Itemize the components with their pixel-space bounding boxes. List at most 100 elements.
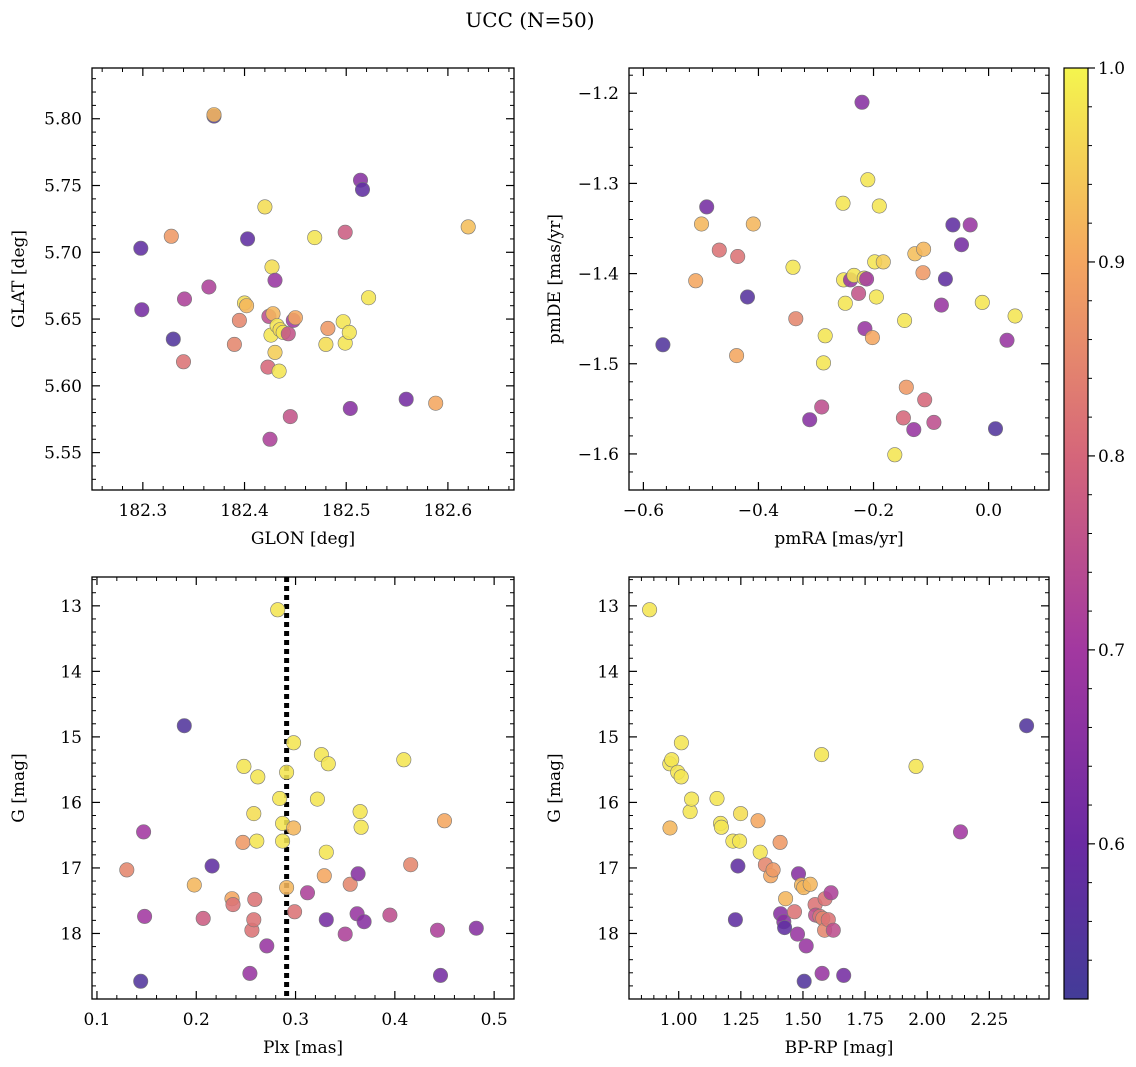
data-point [851, 285, 867, 301]
data-point [915, 265, 931, 281]
data-point [786, 904, 802, 920]
y-tick-label: 5.55 [44, 444, 82, 464]
data-point [342, 876, 358, 892]
data-point [952, 824, 968, 840]
data-point [206, 107, 222, 123]
colorbar: 0.6 0.7 0.8 0.9 1.0 [1063, 59, 1125, 1000]
data-point [1019, 718, 1035, 734]
data-point [732, 833, 748, 849]
y-tick-label: 13 [597, 597, 619, 617]
y-tick-label: −1.4 [578, 265, 619, 285]
data-point [226, 336, 242, 352]
data-point [868, 289, 884, 305]
data-point [817, 328, 833, 344]
data-point [785, 259, 801, 275]
data-point [765, 862, 781, 878]
data-point [246, 806, 262, 822]
colorbar-tick-label: 0.7 [1098, 641, 1125, 661]
data-point [280, 326, 296, 342]
x-tick-label: −0.6 [623, 501, 664, 521]
data-point [286, 820, 302, 836]
data-point [917, 392, 933, 408]
y-axis-label: G [mag] [545, 753, 565, 822]
data-point [195, 910, 211, 926]
data-point [778, 891, 794, 907]
data-point [201, 279, 217, 295]
plot-frame [91, 67, 515, 491]
panel-glon-glat: 182.3 182.4 182.5 182.6 5.55 5.60 5.65 5.70 5.75… [9, 67, 515, 549]
data-point [307, 230, 323, 246]
x-tick-label: 0.1 [83, 1010, 110, 1030]
data-point [137, 908, 153, 924]
data-point [382, 907, 398, 923]
data-point [309, 791, 325, 807]
x-tick-label: 182.6 [424, 501, 473, 521]
data-point [468, 920, 484, 936]
data-point [246, 912, 262, 928]
data-point [320, 756, 336, 772]
data-point [272, 790, 288, 806]
data-point [249, 833, 265, 849]
y-axis-label: GLAT [deg] [9, 230, 29, 328]
data-point [398, 391, 414, 407]
data-point [257, 199, 273, 215]
x-tick-label: 0.2 [183, 1010, 210, 1030]
data-point [796, 973, 812, 989]
data-point [316, 868, 332, 884]
data-point [709, 790, 725, 806]
y-tick-label: 5.60 [44, 377, 82, 397]
y-tick-label: −1.2 [578, 84, 619, 104]
y-tick-label: 5.80 [44, 110, 82, 130]
data-point [341, 324, 357, 340]
plot-frame [628, 576, 1050, 1000]
y-tick-label: 14 [60, 662, 82, 682]
data-point [165, 331, 181, 347]
y-tick-label: 5.65 [44, 310, 82, 330]
data-point [176, 718, 192, 734]
data-point [825, 922, 841, 938]
panel-pmra-pmde: −0.6 −0.4 −0.2 0.0 −1.6 −1.5 −1.4 −1.3 −1.2 pmRA … [545, 67, 1050, 549]
data-point [240, 231, 256, 247]
data-point [772, 834, 788, 850]
data-point [460, 219, 476, 235]
y-tick-label: 17 [597, 859, 619, 879]
data-point [699, 199, 715, 215]
data-point [342, 400, 358, 416]
data-point [693, 216, 709, 232]
y-tick-label: 16 [597, 793, 619, 813]
data-point [287, 904, 303, 920]
panel-bprp-g: 1.00 1.25 1.50 1.75 2.00 2.25 13 14 15 16 17 18 BP-R… [545, 576, 1050, 1058]
data-point [664, 752, 680, 768]
y-tick-label: 18 [60, 924, 82, 944]
data-point [823, 885, 839, 901]
data-point [916, 241, 932, 257]
data-point [859, 271, 875, 287]
x-tick-label: 2.25 [970, 1010, 1008, 1030]
x-tick-label: 1.75 [846, 1010, 884, 1030]
x-tick-label: 182.5 [322, 501, 371, 521]
data-point [350, 866, 366, 882]
data-point [177, 291, 193, 307]
plot-frame [91, 576, 515, 1000]
data-point [270, 602, 286, 618]
data-point [119, 862, 135, 878]
data-point [204, 858, 220, 874]
data-point [134, 302, 150, 318]
data-point [287, 310, 303, 326]
data-point [396, 752, 412, 768]
data-point [250, 769, 266, 785]
data-point [259, 938, 275, 954]
x-axis-label: Plx [mas] [263, 1038, 343, 1058]
data-point [926, 414, 942, 430]
y-tick-label: −1.5 [578, 355, 619, 375]
data-point [186, 877, 202, 893]
data-point [750, 813, 766, 829]
data-point [318, 844, 334, 860]
data-point [239, 298, 255, 314]
data-point [875, 254, 891, 270]
data-point [247, 891, 263, 907]
data-point [279, 880, 295, 896]
x-tick-label: 1.00 [660, 1010, 698, 1030]
data-point [897, 312, 913, 328]
